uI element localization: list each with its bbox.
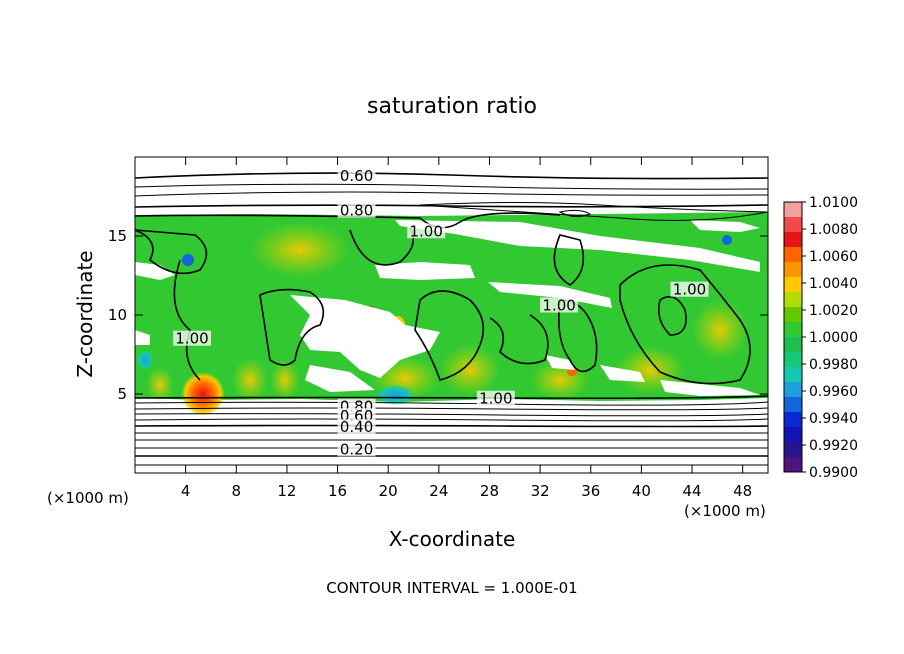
contour-label-text: 0.80 [340, 202, 373, 220]
colorbar-swatch [784, 397, 802, 413]
contour-interval-note: CONTOUR INTERVAL = 1.000E-01 [326, 579, 577, 597]
contour-label-text: 0.40 [340, 418, 373, 436]
colorbar-swatch [784, 337, 802, 353]
contour-label-bg [337, 441, 376, 457]
colorbar-swatch [784, 322, 802, 338]
contour-label-text: 1.00 [175, 330, 208, 348]
contour-label-bg [407, 223, 446, 239]
contour-label: 0.60 [337, 167, 376, 185]
x-tick-label: 12 [277, 482, 296, 500]
colorbar-label: 1.0020 [809, 303, 858, 319]
contour-label-bg [337, 167, 376, 183]
colorbar-swatch [784, 262, 802, 278]
x-tick-label: 8 [232, 482, 242, 500]
contour-label-text: 1.00 [479, 390, 512, 408]
colorbar-label: 1.0100 [809, 195, 858, 211]
colorbar-label: 1.0000 [809, 330, 858, 346]
x-tick-label: 40 [632, 482, 651, 500]
colorbar-label: 0.9920 [809, 438, 858, 454]
colorbar-label: 0.9900 [809, 465, 858, 481]
x-tick-label: 48 [733, 482, 752, 500]
contour-label: 1.00 [540, 297, 579, 315]
contour-label-bg [476, 390, 515, 406]
contour-label: 0.20 [337, 440, 376, 458]
x-axis-ticks: 4 8 12 16 20 24 28 32 36 40 44 48 [181, 157, 752, 500]
colorbar-swatch [784, 427, 802, 443]
colorbar-swatch [784, 307, 802, 323]
colorbar-label: 0.9980 [809, 357, 858, 373]
y-tick-label: 5 [117, 385, 127, 403]
contour-label: 1.00 [172, 330, 211, 348]
contour-label-bg [172, 330, 211, 346]
contour-label-bg [337, 202, 376, 218]
colorbar-label: 0.9940 [809, 411, 858, 427]
contour-label-text: 1.00 [542, 297, 575, 315]
contour-label-bg [670, 281, 709, 297]
contour-label: 1.00 [407, 222, 446, 240]
colorbar-swatch [784, 382, 802, 398]
x-tick-label: 32 [531, 482, 550, 500]
contour-label-text: 1.00 [673, 281, 706, 299]
colorbar-swatch [784, 277, 802, 293]
colorbar-label: 1.0080 [809, 222, 858, 238]
y-tick-label: 15 [108, 227, 127, 245]
x-tick-label: 24 [429, 482, 448, 500]
contour-label-bg [337, 419, 376, 435]
y-tick-label: 10 [108, 306, 127, 324]
colorbar-swatch [784, 232, 802, 248]
x-tick-label: 4 [181, 482, 191, 500]
contour-label: 0.40 [337, 418, 376, 436]
y-axis-ticks: 5 10 15 [108, 227, 768, 403]
chart-title: saturation ratio [367, 94, 537, 119]
cool-patches [137, 235, 732, 405]
y-unit-label: (×1000 m) [47, 489, 129, 507]
x-tick-label: 20 [379, 482, 398, 500]
x-axis-label: X-coordinate [389, 527, 516, 551]
colorbar-swatch [784, 412, 802, 428]
subsaturated-holes [135, 220, 760, 396]
colorbar-label: 0.9960 [809, 384, 858, 400]
y-axis-label: Z-coordinate [73, 250, 97, 377]
colorbar-swatch [784, 367, 802, 383]
x-tick-label: 16 [328, 482, 347, 500]
colorbar-swatch [784, 457, 802, 473]
colorbar-swatch [784, 217, 802, 233]
contour-label-text: 0.60 [340, 167, 373, 185]
x-tick-label: 36 [581, 482, 600, 500]
contour-label-text: 0.20 [340, 440, 373, 458]
x-tick-label: 44 [682, 482, 701, 500]
x-tick-label: 28 [480, 482, 499, 500]
contour-label: 0.80 [337, 202, 376, 220]
colorbar-swatch [784, 292, 802, 308]
colorbar-swatch [784, 247, 802, 263]
colorbar-swatch [784, 442, 802, 458]
contour-label: 1.00 [670, 281, 709, 299]
colorbar-label: 1.0060 [809, 249, 858, 265]
colorbar-swatch [784, 202, 802, 218]
contour-labels: 0.600.801.001.001.001.001.000.800.600.40… [172, 167, 709, 458]
x-unit-label: (×1000 m) [684, 502, 766, 520]
contour-label-text: 1.00 [409, 222, 442, 240]
colorbar: 1.0100 1.0080 1.0060 1.0040 1.0020 1.0000 0.99… [783, 195, 858, 481]
contour-label-bg [540, 297, 579, 313]
colorbar-swatch [784, 352, 802, 368]
heatmap-field: 0.600.801.001.001.001.001.000.800.600.40… [135, 167, 768, 466]
contour-label: 1.00 [476, 390, 515, 408]
colorbar-label: 1.0040 [809, 276, 858, 292]
